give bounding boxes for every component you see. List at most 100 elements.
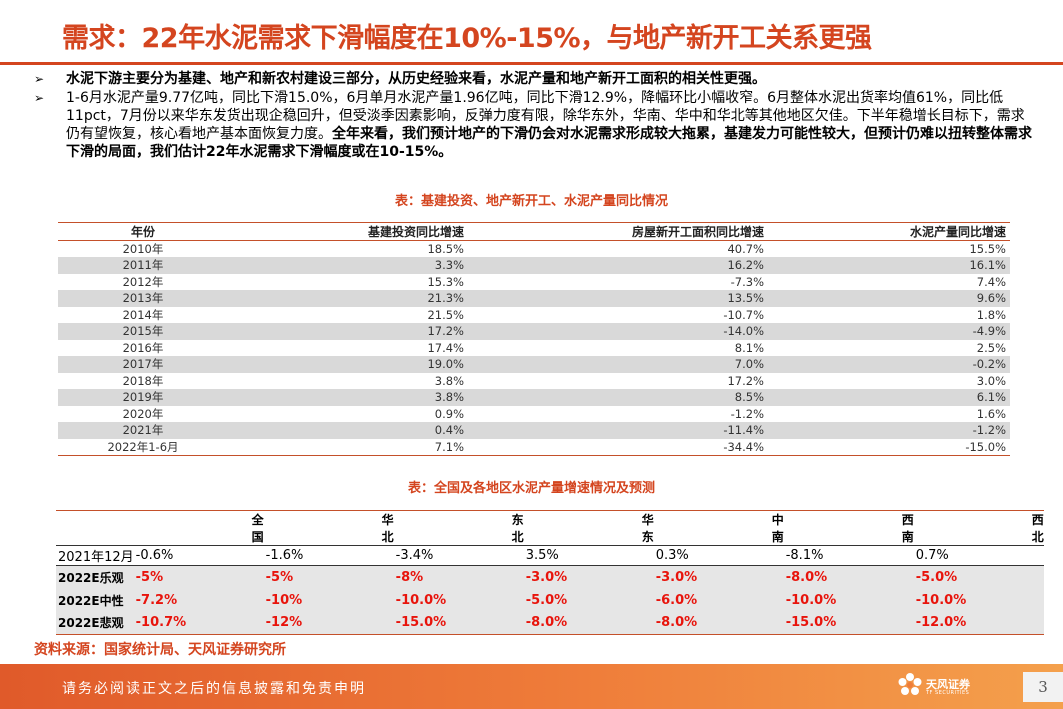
table-cell-value: -8.0% <box>783 565 914 589</box>
table-cell-value: -1.2% <box>730 406 764 421</box>
row-label: 2022E乐观 <box>56 565 134 589</box>
table-cell-value: -8% <box>393 565 524 589</box>
table2-header-row: 全国 华北 东北 华东 中南 西南 西北 <box>56 510 1044 546</box>
table-cell-value: 3.0% <box>976 373 1006 388</box>
table-cell-value: -8.0% <box>523 611 654 635</box>
table-cell-year: 2015年 <box>58 323 228 340</box>
table-row: 2022E乐观 -5% -5% -8% -3.0% -3.0% -8.0% -5.0% <box>56 565 1044 589</box>
table-cell-value: -0.2% <box>768 356 1010 373</box>
table-cell-value: 15.5% <box>969 242 1006 256</box>
bullet-2-text: 1-6月水泥产量9.77亿吨，同比下滑15.0%，6月单月水泥产量1.96亿吨，… <box>66 90 1025 142</box>
bullet-2-bold: 全年来看，我们预计地产的下滑仍会对水泥需求形成较大拖累，基建发力可能性较大，但预… <box>66 126 1032 160</box>
table-cell-value: -10.0% <box>783 588 914 612</box>
table-cell-value: 21.3% <box>228 290 468 307</box>
infrastructure-table: 年份 基建投资同比增速 房屋新开工面积同比增速 水泥产量同比增速 2010年 18… <box>58 222 1010 456</box>
table-cell-value: 19.0% <box>228 356 468 373</box>
arrow-bullet-icon: ➢ <box>34 72 45 86</box>
table-cell-value: 18.5% <box>427 242 464 256</box>
table-cell-value: 1.8% <box>976 307 1006 322</box>
table-cell-value: 0.3% <box>653 545 784 566</box>
table-cell-value: -5% <box>263 565 394 589</box>
table-row: 2012年 15.3% -7.3% 7.4% <box>58 274 1010 291</box>
table-row: 2022年1-6月 7.1% -34.4% -15.0% <box>58 438 1010 456</box>
tf-securities-logo: 天风证券 TF SECURITIES <box>896 671 992 703</box>
table-cell-value: -7.3% <box>730 274 764 289</box>
table-cell-value: 13.5% <box>468 290 768 307</box>
table-cell-value: -5.0% <box>913 565 1044 589</box>
row-label: 2021年12月 <box>56 545 134 566</box>
table-cell-value: 2.5% <box>976 340 1006 355</box>
table1-header-infra: 基建投资同比增速 <box>228 222 468 241</box>
table-cell-value: -4.9% <box>768 323 1010 340</box>
table-cell-year: 2011年 <box>58 257 228 274</box>
table-cell-value: -11.4% <box>468 422 768 439</box>
row-label: 2022E悲观 <box>56 611 134 635</box>
table-row: 2015年 17.2% -14.0% -4.9% <box>58 323 1010 340</box>
table-cell-value: 3.8% <box>434 373 464 388</box>
footer-bar: 请务必阅读正文之后的信息披露和免责申明 天风证券 TF SECURITIES 3 <box>0 664 1063 709</box>
table-cell-value: 3.5% <box>523 545 654 566</box>
flower-logo-icon <box>898 673 922 695</box>
table-cell-value: -6.0% <box>653 588 784 612</box>
table-cell-value: 17.2% <box>727 373 764 388</box>
table-cell-value: 3.8% <box>228 389 468 406</box>
table-cell-value: -15.0% <box>783 611 914 635</box>
table-cell-value: -10.0% <box>393 588 524 612</box>
table-row: 2021年12月 -0.6% -1.6% -3.4% 3.5% 0.3% -8.1% 0.7% <box>56 545 1044 566</box>
table-cell-value: 7.1% <box>228 438 468 456</box>
table-cell-value: -12% <box>263 611 394 635</box>
bullet-1-bold: 水泥下游主要分为基建、地产和新农村建设三部分，从历史经验来看，水泥产量和地产新开… <box>66 71 766 87</box>
table-cell-value: -10.0% <box>913 588 1044 612</box>
table-cell-value: -0.6% <box>133 545 264 566</box>
table-row: 2013年 21.3% 13.5% 9.6% <box>58 290 1010 307</box>
table-cell-value: 15.3% <box>427 274 464 289</box>
table1-header-row: 年份 基建投资同比增速 房屋新开工面积同比增速 水泥产量同比增速 <box>58 222 1010 241</box>
table-row: 2016年 17.4% 8.1% 2.5% <box>58 340 1010 357</box>
table-cell-year: 2020年 <box>122 406 164 421</box>
table-cell-value: 0.7% <box>913 545 1044 566</box>
table-cell-value: -3.0% <box>653 565 784 589</box>
table2-header-region: 西北 <box>913 510 1044 546</box>
table-cell-value: 17.2% <box>228 323 468 340</box>
table1-header-cement: 水泥产量同比增速 <box>768 222 1010 241</box>
table2-header-region: 华北 <box>263 510 394 546</box>
page-title: 需求：22年水泥需求下滑幅度在10%-15%，与地产新开工关系更强 <box>62 23 872 54</box>
table-cell-value: -7.2% <box>133 588 264 612</box>
table-cell-value: -10.7% <box>723 307 764 322</box>
table-row: 2014年 21.5% -10.7% 1.8% <box>58 307 1010 324</box>
table-cell-value: -34.4% <box>468 438 768 456</box>
table2-header-region: 全国 <box>133 510 264 546</box>
table-cell-value: -8.1% <box>783 545 914 566</box>
table-cell-value: 40.7% <box>727 242 764 256</box>
table-cell-value: -1.6% <box>263 545 394 566</box>
table-cell-value: -5.0% <box>523 588 654 612</box>
table-row: 2017年 19.0% 7.0% -0.2% <box>58 356 1010 373</box>
table2-title: 表：全国及各地区水泥产量增速情况及预测 <box>407 481 655 496</box>
table-cell-value: 7.4% <box>976 274 1006 289</box>
table-cell-value: 6.1% <box>768 389 1010 406</box>
arrow-bullet-icon: ➢ <box>34 91 45 105</box>
table2-header-region: 华东 <box>523 510 654 546</box>
table-cell-value: 8.1% <box>734 340 764 355</box>
table-cell-value: -15.0% <box>768 438 1010 456</box>
table-cell-year: 2017年 <box>58 356 228 373</box>
table1-title: 表：基建投资、地产新开工、水泥产量同比情况 <box>394 194 668 209</box>
table-row: 2018年 3.8% 17.2% 3.0% <box>58 373 1010 390</box>
table-cell-value: 16.2% <box>468 257 768 274</box>
row-label: 2022E中性 <box>56 588 134 612</box>
title-divider <box>0 62 1063 65</box>
table-cell-value: -3.4% <box>393 545 524 566</box>
table-cell-value: -15.0% <box>393 611 524 635</box>
bullet-list: ➢ 水泥下游主要分为基建、地产和新农村建设三部分，从历史经验来看，水泥产量和地产… <box>34 70 1034 162</box>
table-cell-year: 2019年 <box>58 389 228 406</box>
table-cell-year: 2013年 <box>58 290 228 307</box>
table-cell-value: 16.1% <box>768 257 1010 274</box>
bullet-item-2: ➢ 1-6月水泥产量9.77亿吨，同比下滑15.0%，6月单月水泥产量1.96亿… <box>34 89 1034 161</box>
table-row: 2010年 18.5% 40.7% 15.5% <box>58 241 1010 258</box>
table-row: 2020年 0.9% -1.2% 1.6% <box>58 406 1010 423</box>
page-number: 3 <box>1023 672 1063 702</box>
table1-header-housing: 房屋新开工面积同比增速 <box>468 222 768 241</box>
table-cell-value: -14.0% <box>468 323 768 340</box>
table1-header-year: 年份 <box>58 222 228 241</box>
table-cell-value: -12.0% <box>913 611 1044 635</box>
